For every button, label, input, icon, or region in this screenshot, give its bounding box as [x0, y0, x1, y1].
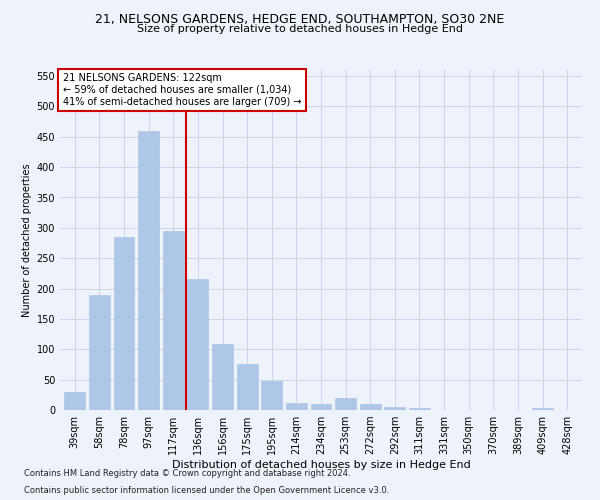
Text: Contains public sector information licensed under the Open Government Licence v3: Contains public sector information licen…	[24, 486, 389, 495]
Bar	[385, 407, 406, 410]
X-axis label: Distribution of detached houses by size in Hedge End: Distribution of detached houses by size …	[172, 460, 470, 470]
Bar	[89, 294, 110, 410]
Bar	[532, 408, 553, 410]
Bar	[236, 364, 257, 410]
Text: 21, NELSONS GARDENS, HEDGE END, SOUTHAMPTON, SO30 2NE: 21, NELSONS GARDENS, HEDGE END, SOUTHAMP…	[95, 12, 505, 26]
Bar	[64, 392, 85, 410]
Text: Contains HM Land Registry data © Crown copyright and database right 2024.: Contains HM Land Registry data © Crown c…	[24, 468, 350, 477]
Text: 21 NELSONS GARDENS: 122sqm
← 59% of detached houses are smaller (1,034)
41% of s: 21 NELSONS GARDENS: 122sqm ← 59% of deta…	[62, 74, 301, 106]
Bar	[261, 382, 282, 410]
Bar	[113, 237, 134, 410]
Bar	[409, 408, 430, 410]
Bar	[286, 402, 307, 410]
Bar	[138, 130, 159, 410]
Bar	[163, 231, 184, 410]
Bar	[360, 404, 381, 410]
Bar	[212, 344, 233, 410]
Bar	[311, 404, 331, 410]
Bar	[335, 398, 356, 410]
Y-axis label: Number of detached properties: Number of detached properties	[22, 163, 32, 317]
Text: Size of property relative to detached houses in Hedge End: Size of property relative to detached ho…	[137, 24, 463, 34]
Bar	[187, 280, 208, 410]
